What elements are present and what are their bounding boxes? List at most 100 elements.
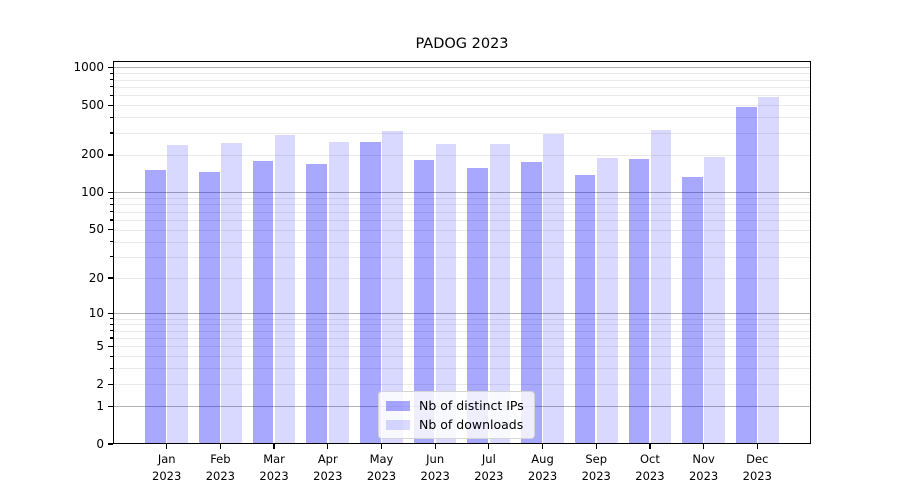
y-tick-10 xyxy=(108,312,113,314)
bar-ips-jun xyxy=(413,160,435,444)
bar-ips-feb xyxy=(199,171,220,444)
gridline-minor-9 xyxy=(114,318,810,320)
y-tick-50 xyxy=(108,229,113,231)
bar-downloads-jul xyxy=(489,143,511,444)
x-tick-label-jun: Jun 2023 xyxy=(405,451,465,484)
bar-ips-aug xyxy=(521,162,542,444)
x-label-year: 2023 xyxy=(313,468,343,483)
bar-ips-dec xyxy=(735,107,757,444)
gridline-minor-7 xyxy=(114,330,810,332)
x-label-year: 2023 xyxy=(474,468,504,483)
y-tick-label-1: 1 xyxy=(96,398,104,413)
bar-ips-may xyxy=(360,141,381,444)
bar-downloads-jan xyxy=(167,145,189,444)
legend-swatch-distinct-ips xyxy=(386,400,410,411)
y-tick-1 xyxy=(108,405,113,407)
gridline-major-10 xyxy=(114,313,810,315)
x-tick-aug xyxy=(541,444,544,449)
x-tick-label-mar: Mar 2023 xyxy=(244,451,304,484)
legend: Nb of distinct IPs Nb of downloads xyxy=(378,391,535,439)
gridline-minor-8 xyxy=(114,324,810,326)
gridline-minor-80 xyxy=(114,204,810,206)
x-tick-label-sep: Sep 2023 xyxy=(566,451,626,484)
bar-downloads-dec xyxy=(758,97,779,444)
x-tick-label-aug: Aug 2023 xyxy=(513,451,573,484)
gridline-minor-300 xyxy=(114,132,810,134)
x-label-year: 2023 xyxy=(420,468,450,483)
bar-downloads-mar xyxy=(274,134,296,444)
gridline-minor-500 xyxy=(114,105,810,107)
y-tick-label-50: 50 xyxy=(88,222,104,237)
x-tick-oct xyxy=(649,444,651,449)
gridline-minor-4 xyxy=(114,356,810,358)
x-tick-jan xyxy=(166,444,168,449)
legend-swatch-downloads xyxy=(386,419,410,430)
x-label-year: 2023 xyxy=(688,468,719,483)
gridline-minor-20 xyxy=(114,278,810,280)
y-tick-500 xyxy=(108,104,113,106)
bar-ips-mar xyxy=(252,160,274,444)
x-tick-label-nov: Nov 2023 xyxy=(674,451,734,484)
x-tick-nov xyxy=(703,444,705,449)
y-tick-200 xyxy=(108,154,113,156)
x-label-month: Feb xyxy=(210,452,231,466)
y-minor-tick-300 xyxy=(110,132,113,134)
x-label-month: Aug xyxy=(531,452,554,466)
x-tick-label-jul: Jul 2023 xyxy=(459,451,519,484)
gridline-minor-30 xyxy=(114,256,810,258)
x-tick-label-feb: Feb 2023 xyxy=(190,451,250,484)
x-tick-feb xyxy=(219,444,221,449)
gridline-major-1000 xyxy=(114,67,810,69)
bar-downloads-jun xyxy=(435,144,457,444)
y-minor-tick-600 xyxy=(110,94,113,96)
y-minor-tick-60 xyxy=(110,219,113,221)
y-tick-label-200: 200 xyxy=(81,147,104,162)
x-label-year: 2023 xyxy=(635,468,665,483)
x-tick-apr xyxy=(327,444,329,449)
x-label-month: Jul xyxy=(481,452,496,466)
y-minor-tick-900 xyxy=(110,72,113,74)
bar-downloads-sep xyxy=(596,157,618,444)
x-label-month: Dec xyxy=(746,452,769,466)
gridline-major-100 xyxy=(114,192,810,194)
x-label-month: Jun xyxy=(426,452,445,466)
bar-downloads-feb xyxy=(221,143,242,444)
x-tick-dec xyxy=(756,444,758,449)
x-tick-jul xyxy=(488,444,490,449)
bar-ips-nov xyxy=(682,177,703,444)
x-label-month: Jan xyxy=(157,452,176,466)
x-label-year: 2023 xyxy=(259,468,289,483)
gridline-minor-600 xyxy=(114,95,810,97)
legend-label-downloads: Nb of downloads xyxy=(419,417,524,432)
y-minor-tick-80 xyxy=(110,203,113,206)
bar-ips-oct xyxy=(628,159,650,444)
y-minor-tick-8 xyxy=(110,323,113,325)
x-label-month: Sep xyxy=(585,452,608,466)
x-label-year: 2023 xyxy=(152,468,182,483)
y-tick-label-10: 10 xyxy=(88,305,104,320)
y-minor-tick-700 xyxy=(110,86,113,88)
x-label-year: 2023 xyxy=(527,468,558,483)
gridline-minor-70 xyxy=(114,211,810,213)
x-label-month: Nov xyxy=(692,452,715,466)
y-tick-label-1000: 1000 xyxy=(73,59,104,74)
x-label-month: May xyxy=(369,452,394,466)
bar-downloads-aug xyxy=(543,133,564,444)
y-tick-1000 xyxy=(108,66,113,69)
x-tick-may xyxy=(380,444,383,449)
bar-downloads-apr xyxy=(328,141,350,444)
bar-downloads-may xyxy=(382,131,403,444)
gridline-minor-3 xyxy=(114,368,810,370)
y-tick-label-500: 500 xyxy=(81,97,104,112)
y-tick-100 xyxy=(108,191,113,194)
gridline-minor-50 xyxy=(114,229,810,231)
y-minor-tick-6 xyxy=(110,337,113,339)
y-tick-label-5: 5 xyxy=(96,338,104,353)
legend-label-distinct-ips: Nb of distinct IPs xyxy=(419,398,524,413)
x-label-month: Oct xyxy=(639,452,660,466)
x-tick-mar xyxy=(273,444,275,449)
y-tick-0 xyxy=(108,443,113,445)
x-tick-label-may: May 2023 xyxy=(351,451,411,484)
y-minor-tick-9 xyxy=(110,317,113,320)
